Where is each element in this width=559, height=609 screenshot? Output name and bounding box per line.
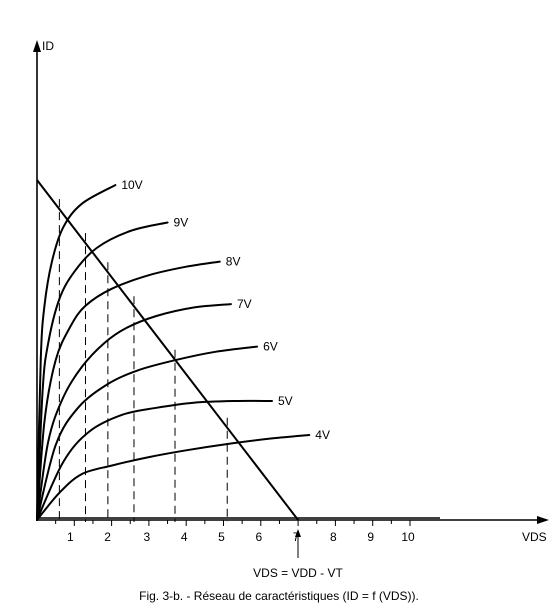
curve-labels: 10V 9V 8V 7V 6V 5V 4V [121,178,330,442]
curve-label: 10V [121,178,142,192]
x-tick-label: 9 [367,530,374,544]
x-tick-label: 5 [218,530,225,544]
x-tick-label: 10 [401,530,415,544]
curve-5v [36,399,273,521]
x-axis-arrow [537,516,549,524]
x-tick-label: 7 [293,530,300,544]
curve-9v [36,221,169,521]
curve-8v [36,260,221,521]
curve-label: 8V [226,255,241,269]
curve-label: 9V [174,216,189,230]
projection-lines [58,199,228,522]
load-line [36,179,299,521]
curves-group [36,184,311,521]
x-tick-label: 6 [255,530,262,544]
x-tick-label: 8 [330,530,337,544]
x-ticks: 1 2 3 4 5 6 7 8 9 10 [55,520,415,544]
figure-caption: Fig. 3-b. - Réseau de caractéristiques (… [139,589,419,603]
x-tick-label: 1 [67,530,74,544]
curve-label: 6V [263,340,278,354]
curve-label: 7V [237,297,252,311]
y-axis-label: ID [42,39,54,53]
curve-4v [36,434,311,521]
annotation-text: VDS = VDD - VT [253,566,343,580]
x-tick-label: 4 [181,530,188,544]
curve-6v [36,345,259,521]
y-axis-arrow [33,40,41,52]
x-tick-label: 3 [144,530,151,544]
curve-10v [36,184,117,521]
curve-7v [36,303,232,521]
curve-label: 4V [315,428,330,442]
x-tick-label: 2 [104,530,111,544]
x-axis-label: VDS [522,530,547,544]
curve-label: 5V [278,394,293,408]
